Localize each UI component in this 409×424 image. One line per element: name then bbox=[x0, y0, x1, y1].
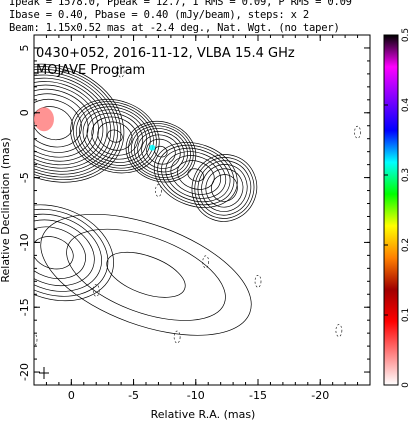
y-axis-label: Relative Declination (mas) bbox=[0, 137, 12, 282]
negative-contour bbox=[155, 184, 162, 197]
y-tick-label: -10 bbox=[18, 233, 31, 251]
contour-halo bbox=[106, 251, 186, 298]
y-tick-label: 0 bbox=[18, 109, 31, 116]
colorbar-tick-label: 0.2 bbox=[401, 238, 409, 252]
axis-ticks: 0 -5 -10 -15 -20 5 0 -5 -10 -15 -20 bbox=[18, 35, 370, 402]
contour-core bbox=[34, 81, 104, 166]
x-tick-label: -10 bbox=[187, 389, 205, 402]
contour-jet-3 bbox=[176, 160, 215, 190]
contour-jet-2 bbox=[130, 125, 191, 178]
colorbar-tick-label: 0.4 bbox=[401, 98, 409, 113]
contour-jet-1 bbox=[91, 116, 139, 156]
negative-contour bbox=[173, 330, 181, 344]
colorbar-ticks: 0 0.1 0.2 0.3 0.4 0.5 bbox=[384, 28, 409, 388]
contour-core bbox=[34, 98, 82, 148]
contour-core bbox=[34, 77, 108, 169]
colorbar-tick-label: 0.1 bbox=[401, 308, 409, 322]
contour-halo bbox=[40, 213, 252, 336]
colorbar bbox=[383, 34, 399, 386]
contour-jet-2 bbox=[154, 145, 168, 158]
contour-jet-1 bbox=[70, 98, 160, 174]
negative-contour bbox=[254, 274, 262, 288]
plot-title: 0430+052, 2016-11-12, VLBA 15.4 GHz bbox=[36, 46, 295, 61]
x-tick-label: 0 bbox=[68, 389, 75, 402]
contour-jet-1 bbox=[79, 106, 151, 166]
contour-core bbox=[34, 66, 122, 181]
contour-jet-2 bbox=[125, 121, 197, 183]
x-tick-label: -15 bbox=[249, 389, 267, 402]
y-tick-label: -15 bbox=[18, 298, 31, 316]
contour-jet-2 bbox=[133, 128, 188, 176]
contour-jet-1 bbox=[107, 129, 123, 143]
contour-lobe-s bbox=[34, 219, 95, 286]
contour-layer bbox=[19, 63, 361, 346]
negative-contour bbox=[34, 333, 38, 346]
header-line-3: Beam: 1.15x0.52 mas at -2.4 deg., Nat. W… bbox=[9, 22, 340, 34]
contour-jet-4 bbox=[197, 160, 252, 216]
colorbar-tick-label: 0.3 bbox=[401, 168, 409, 182]
contour-core bbox=[34, 93, 89, 153]
polarization-spot bbox=[34, 107, 54, 132]
polarization-spot bbox=[149, 144, 156, 151]
y-tick-label: -20 bbox=[18, 363, 31, 381]
x-tick-label: -5 bbox=[128, 389, 139, 402]
contour-lobe-s bbox=[34, 236, 74, 270]
negative-contour bbox=[202, 255, 210, 269]
colorbar-tick-label: 0 bbox=[401, 382, 409, 388]
negative-contour bbox=[117, 64, 125, 78]
plot-frame bbox=[33, 34, 371, 386]
negative-contour bbox=[19, 133, 25, 145]
contour-core bbox=[34, 74, 112, 172]
contour-jet-2 bbox=[141, 134, 181, 169]
contour-core bbox=[34, 84, 99, 162]
contour-jet-4 bbox=[211, 174, 238, 202]
contour-halo bbox=[66, 228, 226, 321]
contour-lobe-s bbox=[34, 208, 109, 297]
x-tick-label: -20 bbox=[311, 389, 329, 402]
contour-lobe-s bbox=[34, 226, 86, 280]
colorbar-tick-label: 0.5 bbox=[401, 28, 409, 42]
contour-jet-1 bbox=[86, 112, 144, 160]
contour-jet-3 bbox=[157, 144, 235, 206]
contour-jet-3 bbox=[153, 142, 238, 208]
x-axis-label: Relative R.A. (mas) bbox=[151, 408, 256, 421]
header-line-2: Ibase = 0.40, Pbase = 0.40 (mJy/beam), s… bbox=[9, 9, 309, 21]
contour-jet-4 bbox=[194, 157, 255, 219]
contour-jet-3 bbox=[161, 147, 231, 203]
contour-core bbox=[34, 68, 119, 178]
y-tick-label: -5 bbox=[18, 172, 31, 183]
contour-jet-3 bbox=[170, 155, 221, 195]
header-line-1: Ipeak = 1578.0, Ppeak = 12.7, I RMS = 0.… bbox=[9, 0, 352, 8]
contour-jet-3 bbox=[165, 151, 227, 199]
contour-jet-1 bbox=[82, 109, 148, 163]
contour-jet-4 bbox=[205, 168, 244, 208]
contour-jet-4 bbox=[191, 154, 258, 222]
contour-core bbox=[34, 71, 115, 175]
contour-jet-4 bbox=[201, 164, 248, 212]
negative-contour bbox=[354, 125, 361, 139]
beam-marker bbox=[39, 367, 49, 379]
contour-jet-2 bbox=[146, 138, 176, 165]
negative-contour bbox=[335, 324, 343, 337]
contour-core bbox=[34, 106, 74, 141]
contour-jet-1 bbox=[97, 121, 133, 151]
negative-contour bbox=[92, 284, 100, 297]
contour-core bbox=[34, 63, 125, 183]
contour-jet-2 bbox=[128, 123, 194, 181]
plot-subtitle: MOJAVE Program bbox=[36, 63, 145, 78]
y-tick-label: 5 bbox=[18, 44, 31, 51]
